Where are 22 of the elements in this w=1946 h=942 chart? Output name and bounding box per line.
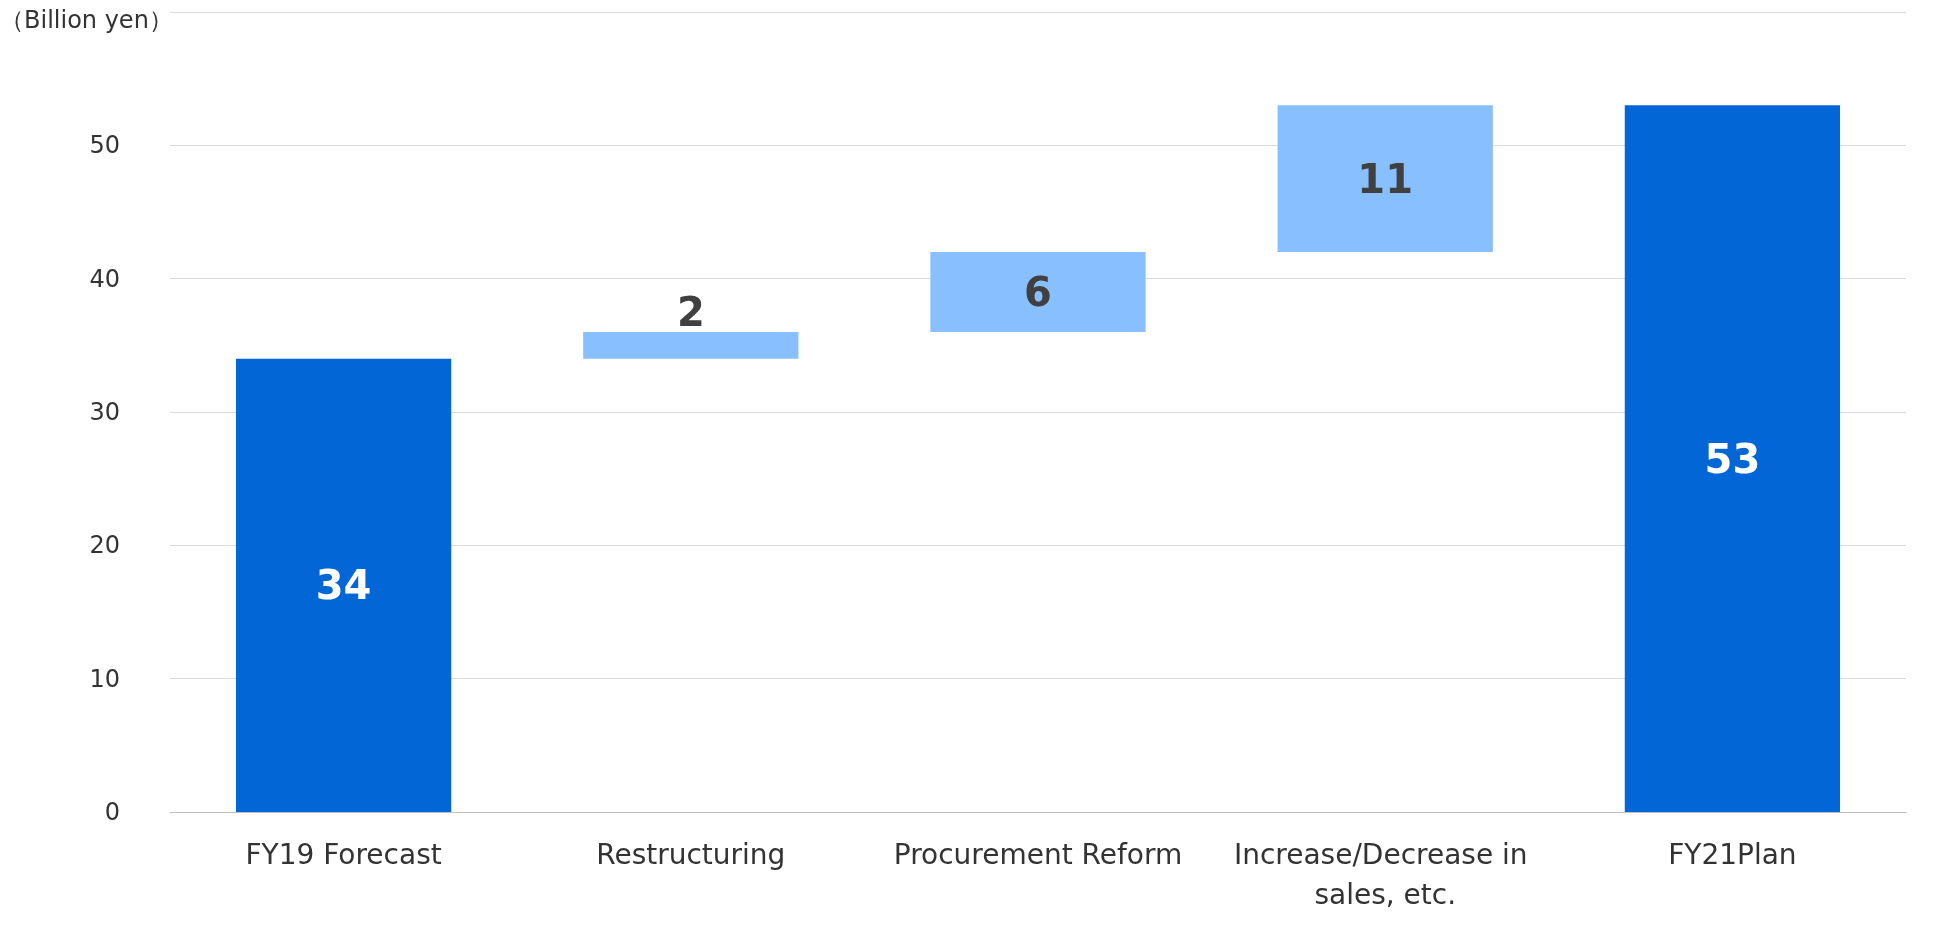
y-tick-label: 10: [89, 664, 120, 693]
data-label: 34: [315, 562, 372, 609]
x-tick-label: Increase/Decrease in sales, etc.: [1233, 837, 1537, 911]
x-tick-label: Procurement Reform: [893, 837, 1183, 871]
y-tick-label: 30: [89, 398, 120, 426]
y-tick-label: 40: [89, 264, 120, 293]
data-label: 2: [676, 289, 705, 335]
x-tick-label: Restructuring: [596, 837, 786, 871]
bar: [1277, 105, 1493, 252]
bar: [1624, 105, 1841, 812]
y-tick-label: 50: [89, 131, 120, 160]
bar: [930, 252, 1146, 332]
data-label: 6: [1024, 269, 1052, 315]
y-axis-title: （Billion yen）: [0, 6, 173, 34]
y-tick-label: 20: [89, 531, 120, 560]
bar: [235, 358, 452, 812]
data-label: 11: [1357, 155, 1414, 202]
data-label: 53: [1704, 435, 1761, 482]
bar: [583, 332, 799, 359]
x-tick-label: FY19 Forecast: [245, 837, 442, 871]
y-tick-label: 0: [104, 798, 120, 826]
x-tick-label: FY21Plan: [1668, 837, 1797, 871]
